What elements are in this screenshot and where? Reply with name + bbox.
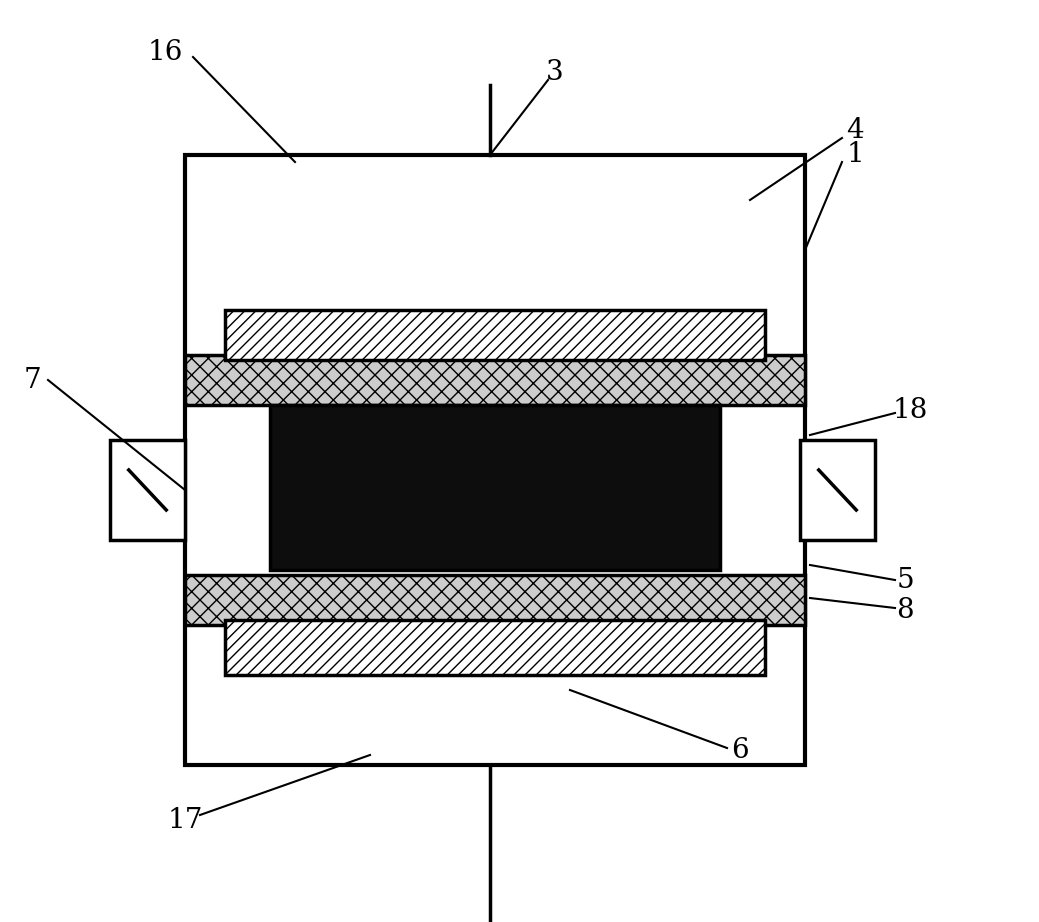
Text: 1: 1 bbox=[846, 141, 863, 169]
Bar bbox=[225, 310, 765, 360]
Text: 8: 8 bbox=[897, 597, 914, 623]
Text: 7: 7 bbox=[23, 367, 41, 394]
Bar bbox=[800, 440, 875, 540]
Text: 16: 16 bbox=[148, 39, 183, 65]
Bar bbox=[225, 620, 765, 675]
Text: 6: 6 bbox=[731, 737, 749, 763]
Text: 18: 18 bbox=[893, 396, 928, 423]
Text: 17: 17 bbox=[167, 807, 203, 833]
Text: 5: 5 bbox=[897, 566, 914, 594]
Bar bbox=[185, 155, 805, 765]
Text: 4: 4 bbox=[846, 116, 863, 144]
Bar bbox=[270, 405, 720, 570]
Bar bbox=[185, 355, 805, 405]
Bar bbox=[110, 440, 185, 540]
Bar bbox=[185, 575, 805, 625]
Text: 3: 3 bbox=[547, 58, 564, 86]
